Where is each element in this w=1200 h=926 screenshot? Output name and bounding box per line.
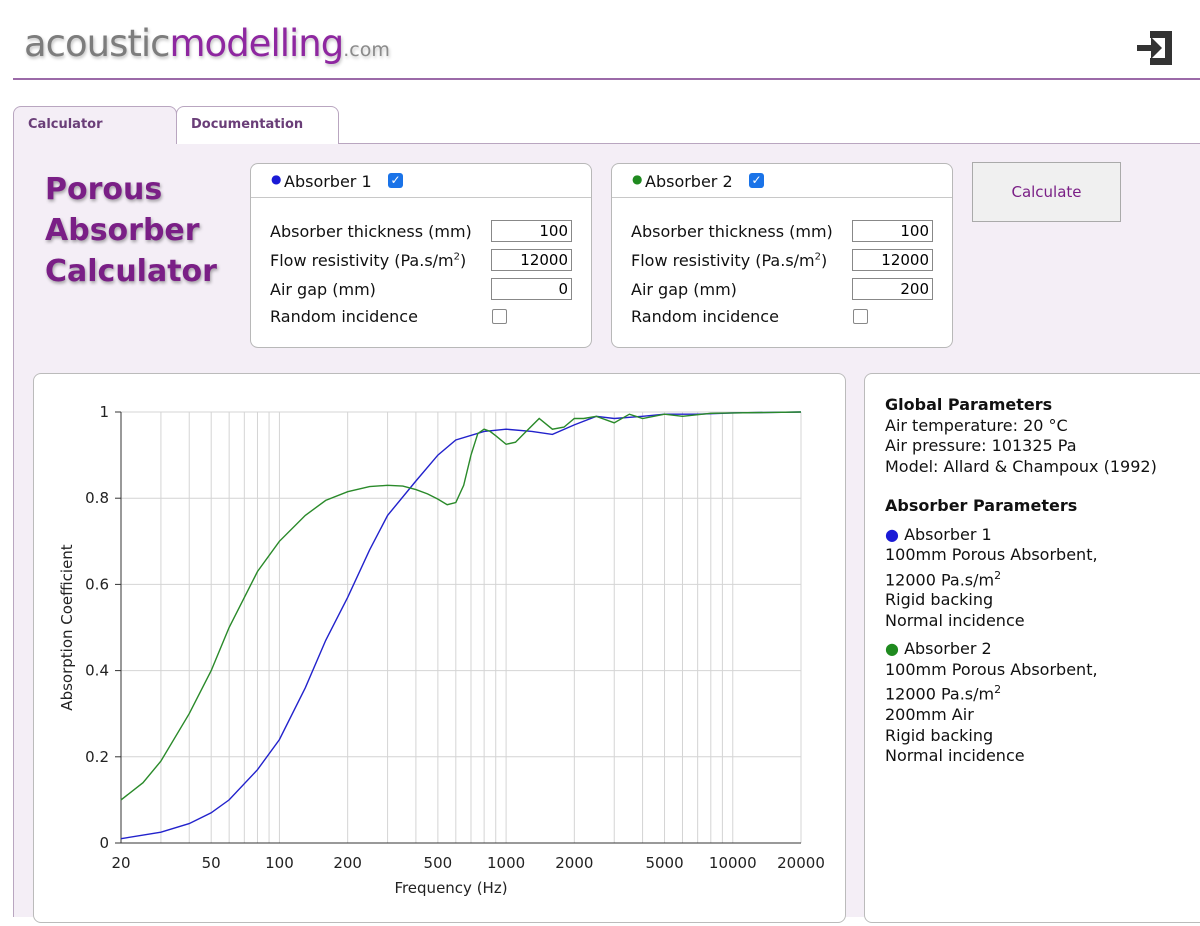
absorber-2-header: ● Absorber 2 ✓ <box>612 164 952 198</box>
info-absorber-1-line-2: 12000 Pa.s/m2 <box>885 566 1098 591</box>
air-temperature: Air temperature: 20 °C <box>885 415 1068 435</box>
y-tick-label: 0.2 <box>85 748 109 766</box>
info-absorber-2-line-5: Normal incidence <box>885 746 1025 766</box>
x-axis-label: Frequency (Hz) <box>394 879 507 897</box>
absorber-2-flow-label: Flow resistivity (Pa.s/m2) <box>631 251 827 270</box>
absorber-parameters-title: Absorber Parameters <box>885 496 1078 515</box>
absorber-2-random-label: Random incidence <box>631 307 779 326</box>
calculate-button[interactable]: Calculate <box>972 162 1121 222</box>
chart-panel: 0 0.2 0.4 0.6 0.8 1 20 50 100 200 500 1000 2000 5000 1… <box>33 373 846 923</box>
logout-icon[interactable] <box>1134 27 1176 69</box>
x-tick-label: 20000 <box>777 854 825 872</box>
page-title: Porous Absorber Calculator <box>45 169 217 292</box>
info-absorber-2-line-3: 200mm Air <box>885 705 974 725</box>
info-absorber-2-line-4: Rigid backing <box>885 725 994 745</box>
absorber-2-thickness-input[interactable] <box>852 220 933 242</box>
absorber-1-airgap-input[interactable] <box>491 278 572 300</box>
absorber-2-title: Absorber 2 <box>645 172 733 191</box>
info-absorber-2-sup: 2 <box>994 683 1002 697</box>
x-tick-label: 10000 <box>709 854 757 872</box>
absorber-1-thickness-input[interactable] <box>491 220 572 242</box>
info-absorber-1-flow: 12000 Pa.s/m <box>885 569 995 589</box>
title-line-1: Porous <box>45 172 163 207</box>
model-name: Model: Allard & Champoux (1992) <box>885 456 1157 476</box>
info-absorber-2-line-1: 100mm Porous Absorbent, <box>885 659 1098 679</box>
x-tick-label: 2000 <box>555 854 593 872</box>
logo-text-com: .com <box>343 39 390 61</box>
y-tick-label: 0.4 <box>85 662 109 680</box>
absorber-2-dot-icon: ● <box>632 172 643 186</box>
info-absorber-1-name-text: Absorber 1 <box>904 524 992 544</box>
air-pressure: Air pressure: 101325 Pa <box>885 436 1077 455</box>
logo-text-modelling: modelling <box>169 22 345 65</box>
info-absorber-1-line-4: Normal incidence <box>885 610 1025 630</box>
absorber-1-enable-checkbox[interactable]: ✓ <box>388 173 403 188</box>
info-absorber-2-flow: 12000 Pa.s/m <box>885 684 995 704</box>
absorber-2-flow-sup: 2 <box>814 251 822 263</box>
title-line-3: Calculator <box>45 254 217 289</box>
y-tick-label: 1 <box>99 403 109 421</box>
absorber-2-thickness-label: Absorber thickness (mm) <box>631 222 833 241</box>
info-absorber-1-name: ● Absorber 1 <box>885 525 1098 546</box>
absorber-1-title: Absorber 1 <box>284 172 372 191</box>
absorber-2-panel: ● Absorber 2 ✓ Absorber thickness (mm) F… <box>611 163 953 348</box>
absorber-1-dot-icon: ● <box>271 172 282 186</box>
info-absorber-2-name: ● Absorber 2 <box>885 639 1098 660</box>
series-line-2 <box>120 411 802 801</box>
info-panel: Global Parameters Air temperature: 20 °C… <box>864 373 1200 923</box>
absorber-2-airgap-input[interactable] <box>852 278 933 300</box>
site-logo[interactable]: acousticmodelling.com <box>24 22 390 65</box>
y-axis-label: Absorption Coefficient <box>58 544 76 710</box>
info-absorber-2-line-2: 12000 Pa.s/m2 <box>885 680 1098 705</box>
absorber-2-flow-label-end: ) <box>821 251 828 270</box>
x-tick-label: 5000 <box>645 854 683 872</box>
absorber-2-random-checkbox[interactable] <box>853 309 868 324</box>
absorber-1-flow-sup: 2 <box>453 251 461 263</box>
x-tick-label: 100 <box>265 854 294 872</box>
y-tick-label: 0 <box>99 834 109 852</box>
absorber-1-flow-label-end: ) <box>460 251 467 270</box>
info-absorber-1-line-1: 100mm Porous Absorbent, <box>885 545 1098 564</box>
absorber-2-flow-label-text: Flow resistivity (Pa.s/m <box>631 251 815 270</box>
absorber-1-thickness-label: Absorber thickness (mm) <box>270 222 472 241</box>
info-absorber-1-line-3: Rigid backing <box>885 590 994 610</box>
x-tick-label: 20 <box>111 854 130 872</box>
y-tick-label: 0.6 <box>85 575 109 593</box>
absorber-1-random-label: Random incidence <box>270 307 418 326</box>
x-tick-label: 50 <box>202 854 221 872</box>
logo-text-acoustic: acoustic <box>24 22 171 65</box>
absorber-2-airgap-label: Air gap (mm) <box>631 280 737 299</box>
absorber-1-airgap-label: Air gap (mm) <box>270 280 376 299</box>
series-line-1 <box>120 411 802 840</box>
x-tick-label: 500 <box>424 854 453 872</box>
absorber-1-flow-label-text: Flow resistivity (Pa.s/m <box>270 251 454 270</box>
absorber-parameters: Absorber Parameters ● Absorber 1 100mm P… <box>885 496 1098 767</box>
absorber-2-enable-checkbox[interactable]: ✓ <box>749 173 764 188</box>
absorber-1-panel: ● Absorber 1 ✓ Absorber thickness (mm) F… <box>250 163 592 348</box>
info-absorber-2-dot-icon: ● <box>885 639 899 659</box>
x-tick-label: 200 <box>333 854 362 872</box>
y-tick-label: 0.8 <box>85 489 109 507</box>
tab-calculator[interactable]: Calculator <box>13 106 177 144</box>
absorber-1-random-checkbox[interactable] <box>492 309 507 324</box>
title-line-2: Absorber <box>45 213 200 248</box>
absorber-1-header: ● Absorber 1 ✓ <box>251 164 591 198</box>
info-absorber-2-name-text: Absorber 2 <box>904 639 992 659</box>
global-parameters-title: Global Parameters <box>885 395 1053 414</box>
global-parameters: Global Parameters Air temperature: 20 °C… <box>885 395 1157 477</box>
info-absorber-1-sup: 2 <box>994 568 1002 582</box>
absorber-1-flow-input[interactable] <box>491 249 572 271</box>
info-absorber-1-dot-icon: ● <box>885 524 899 544</box>
absorption-chart: 0 0.2 0.4 0.6 0.8 1 20 50 100 200 500 1000 2000 5000 1… <box>58 403 825 897</box>
header-divider <box>13 78 1200 80</box>
tab-documentation[interactable]: Documentation <box>176 106 339 144</box>
absorber-2-flow-input[interactable] <box>852 249 933 271</box>
absorber-1-flow-label: Flow resistivity (Pa.s/m2) <box>270 251 466 270</box>
x-tick-label: 1000 <box>487 854 525 872</box>
